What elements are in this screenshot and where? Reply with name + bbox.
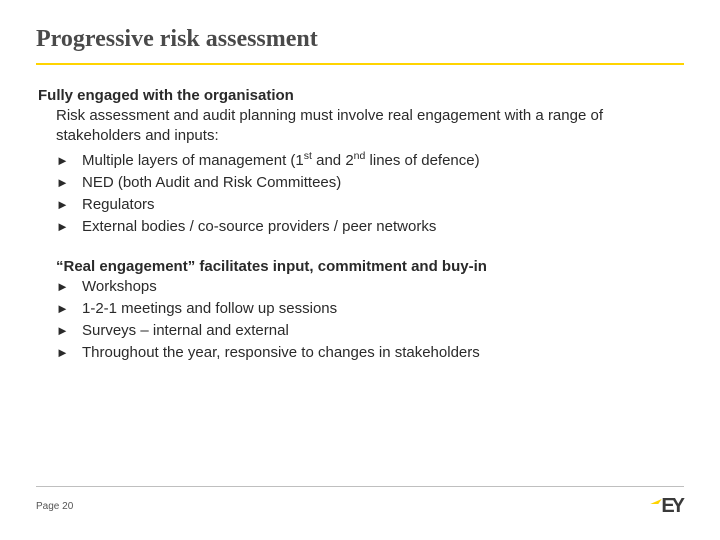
- ey-logo: E Y: [652, 495, 684, 518]
- bullet-text: Workshops: [82, 278, 157, 295]
- triangle-bullet-icon: ►: [56, 344, 69, 362]
- section1-intro: Risk assessment and audit planning must …: [38, 106, 684, 147]
- bullet-text: Regulators: [82, 196, 155, 213]
- triangle-bullet-icon: ►: [56, 218, 69, 236]
- section2-heading: “Real engagement” facilitates input, com…: [38, 258, 684, 275]
- bullet-text: External bodies / co-source providers / …: [82, 218, 436, 235]
- slide-footer: Page 20 E Y: [36, 486, 684, 518]
- triangle-bullet-icon: ►: [56, 300, 69, 318]
- triangle-bullet-icon: ►: [56, 174, 69, 192]
- bullet-text: Multiple layers of management (1st and 2…: [82, 152, 480, 169]
- list-item: ► NED (both Audit and Risk Committees): [56, 173, 684, 193]
- slide-title: Progressive risk assessment: [36, 26, 684, 53]
- slide: Progressive risk assessment Fully engage…: [0, 0, 720, 540]
- section2-bullets: ► Workshops ► 1-2-1 meetings and follow …: [38, 277, 684, 364]
- triangle-bullet-icon: ►: [56, 322, 69, 340]
- bullet-text: Surveys – internal and external: [82, 322, 289, 339]
- ey-logo-y: Y: [672, 495, 684, 518]
- page-number: Page 20: [36, 501, 73, 512]
- list-item: ► 1-2-1 meetings and follow up sessions: [56, 299, 684, 319]
- list-item: ► Throughout the year, responsive to cha…: [56, 343, 684, 363]
- list-item: ► External bodies / co-source providers …: [56, 217, 684, 237]
- triangle-bullet-icon: ►: [56, 278, 69, 296]
- list-item: ► Regulators: [56, 195, 684, 215]
- list-item: ► Workshops: [56, 277, 684, 297]
- list-item: ► Surveys – internal and external: [56, 321, 684, 341]
- bullet-text: Throughout the year, responsive to chang…: [82, 344, 480, 361]
- title-underline: [36, 63, 684, 65]
- section1-bullets: ► Multiple layers of management (1st and…: [38, 151, 684, 238]
- triangle-bullet-icon: ►: [56, 196, 69, 214]
- bullet-text: NED (both Audit and Risk Committees): [82, 174, 341, 191]
- section1-heading: Fully engaged with the organisation: [38, 87, 684, 104]
- list-item: ► Multiple layers of management (1st and…: [56, 151, 684, 171]
- triangle-bullet-icon: ►: [56, 152, 69, 170]
- slide-body: Fully engaged with the organisation Risk…: [36, 87, 684, 364]
- bullet-text: 1-2-1 meetings and follow up sessions: [82, 300, 337, 317]
